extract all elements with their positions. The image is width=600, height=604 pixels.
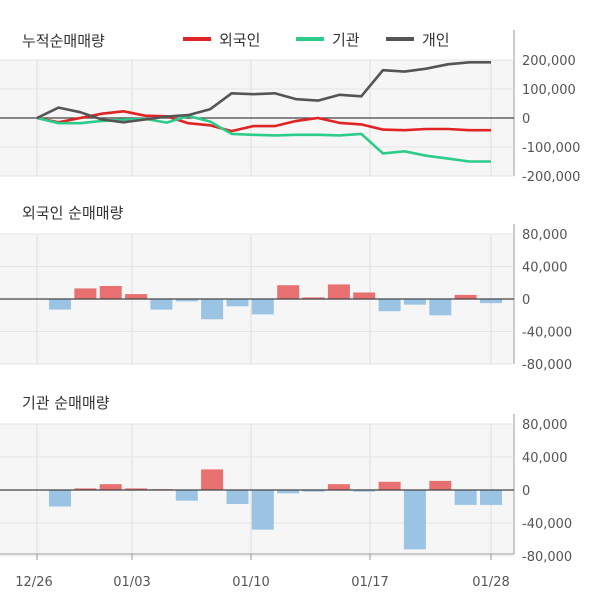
y-tick-label: 0 (522, 112, 530, 127)
bar (454, 490, 477, 505)
x-tick-label: 01/10 (232, 575, 269, 590)
bar (251, 490, 274, 530)
y-tick-label: -40,000 (522, 326, 572, 341)
institution-net-chart-panel: 80,000 40,000 0 -40,000 -80,000 기관 순매매량 (0, 394, 572, 565)
chart-title: 누적순매매량 (22, 32, 105, 50)
x-tick-label: 01/17 (351, 575, 388, 590)
bar (74, 488, 97, 490)
bar (302, 490, 325, 492)
bar (125, 488, 148, 490)
x-axis: 12/26 01/03 01/10 01/17 01/28 (0, 553, 514, 590)
bar (277, 285, 300, 299)
bar (302, 297, 325, 299)
bar (125, 294, 148, 299)
y-tick-label: 0 (522, 484, 530, 499)
bar (150, 299, 173, 310)
bar (251, 299, 274, 315)
y-tick-label: 80,000 (522, 418, 568, 433)
legend-label: 개인 (422, 31, 450, 49)
legend-label: 기관 (332, 31, 360, 49)
series-line-2 (36, 60, 491, 124)
y-tick-label: 40,000 (522, 451, 568, 466)
bar (99, 484, 122, 490)
bar (201, 299, 224, 320)
bar (480, 490, 502, 505)
bar (277, 490, 300, 494)
bar (480, 299, 502, 304)
chart-title: 기관 순매매량 (22, 394, 110, 412)
bar (429, 299, 452, 316)
bar (378, 299, 401, 312)
y-tick-label: -80,000 (522, 550, 572, 565)
legend-label: 외국인 (219, 31, 260, 49)
bar (175, 490, 198, 501)
y-tick-label: 0 (522, 293, 530, 308)
y-tick-label: 100,000 (522, 83, 576, 98)
bar (226, 299, 249, 307)
bar (378, 481, 401, 491)
bar (403, 490, 426, 550)
y-tick-label: -100,000 (522, 141, 580, 156)
bar (74, 288, 97, 299)
bar (454, 294, 477, 299)
bar (327, 284, 350, 299)
chart-title: 외국인 순매매량 (22, 204, 124, 222)
bar (201, 469, 224, 490)
y-tick-label: 80,000 (522, 228, 568, 243)
x-tick-label: 12/26 (15, 575, 52, 590)
cumulative-chart-panel: 200,000 100,000 0 -100,000 -200,000 누적순매매량 외국인… (0, 30, 580, 185)
y-tick-label: -200,000 (522, 170, 580, 185)
bar (403, 299, 426, 305)
foreign-net-chart-panel: 80,000 40,000 0 -40,000 -80,000 외국인 순매매량 (0, 204, 572, 373)
bar (175, 299, 198, 302)
bar (327, 484, 350, 490)
y-tick-label: -80,000 (522, 358, 572, 373)
y-tick-label: -40,000 (522, 517, 572, 532)
bar (353, 292, 376, 299)
bar (49, 299, 71, 310)
y-tick-label: 40,000 (522, 261, 568, 276)
bar (429, 480, 452, 490)
bar (226, 490, 249, 504)
x-tick-label: 01/28 (472, 575, 509, 590)
series-line-0 (36, 110, 491, 133)
bar (353, 490, 376, 492)
bar (49, 490, 71, 507)
x-tick-label: 01/03 (113, 575, 150, 590)
bar (99, 286, 122, 299)
y-tick-label: 200,000 (522, 54, 576, 69)
